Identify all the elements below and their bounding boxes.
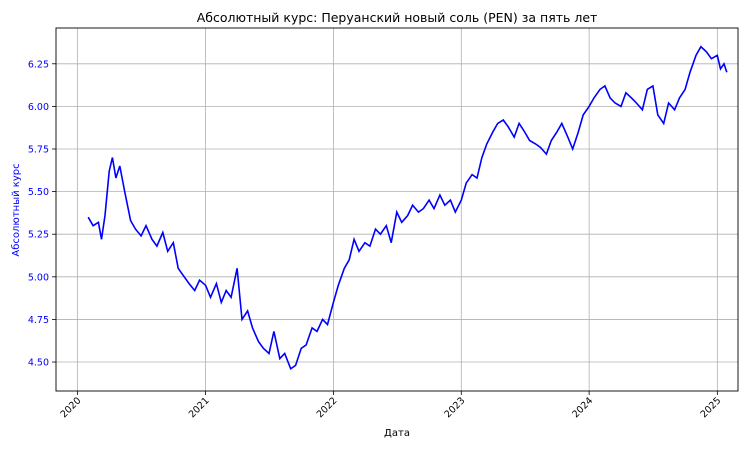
y-axis-ticks: 4.50 4.75 5.00 5.25 5.50 5.75 6.00 6.25 xyxy=(28,59,56,369)
chart-title: Абсолютный курс: Перуанский новый соль (… xyxy=(197,10,598,25)
x-axis-label: Дата xyxy=(384,428,410,439)
y-tick-label: 5.00 xyxy=(28,272,49,283)
x-tick-label: 2021 xyxy=(187,395,212,420)
y-tick-label: 6.25 xyxy=(28,59,49,70)
y-tick-label: 6.00 xyxy=(28,102,49,113)
x-tick-label: 2025 xyxy=(699,395,724,420)
y-tick-label: 4.75 xyxy=(28,315,49,326)
x-tick-label: 2020 xyxy=(59,395,84,420)
grid xyxy=(56,28,738,391)
y-axis-label: Абсолютный курс xyxy=(11,163,22,256)
y-tick-label: 5.50 xyxy=(28,187,49,198)
x-tick-label: 2022 xyxy=(315,395,340,420)
plot-frame xyxy=(55,27,739,392)
y-tick-label: 5.75 xyxy=(28,145,49,156)
x-axis-ticks: 2020 2021 2022 2023 2024 2025 xyxy=(59,391,724,420)
y-tick-label: 4.50 xyxy=(28,358,49,369)
x-tick-label: 2023 xyxy=(443,395,468,420)
y-tick-label: 5.25 xyxy=(28,230,49,241)
series-line xyxy=(87,45,728,371)
x-tick-label: 2024 xyxy=(570,395,595,420)
